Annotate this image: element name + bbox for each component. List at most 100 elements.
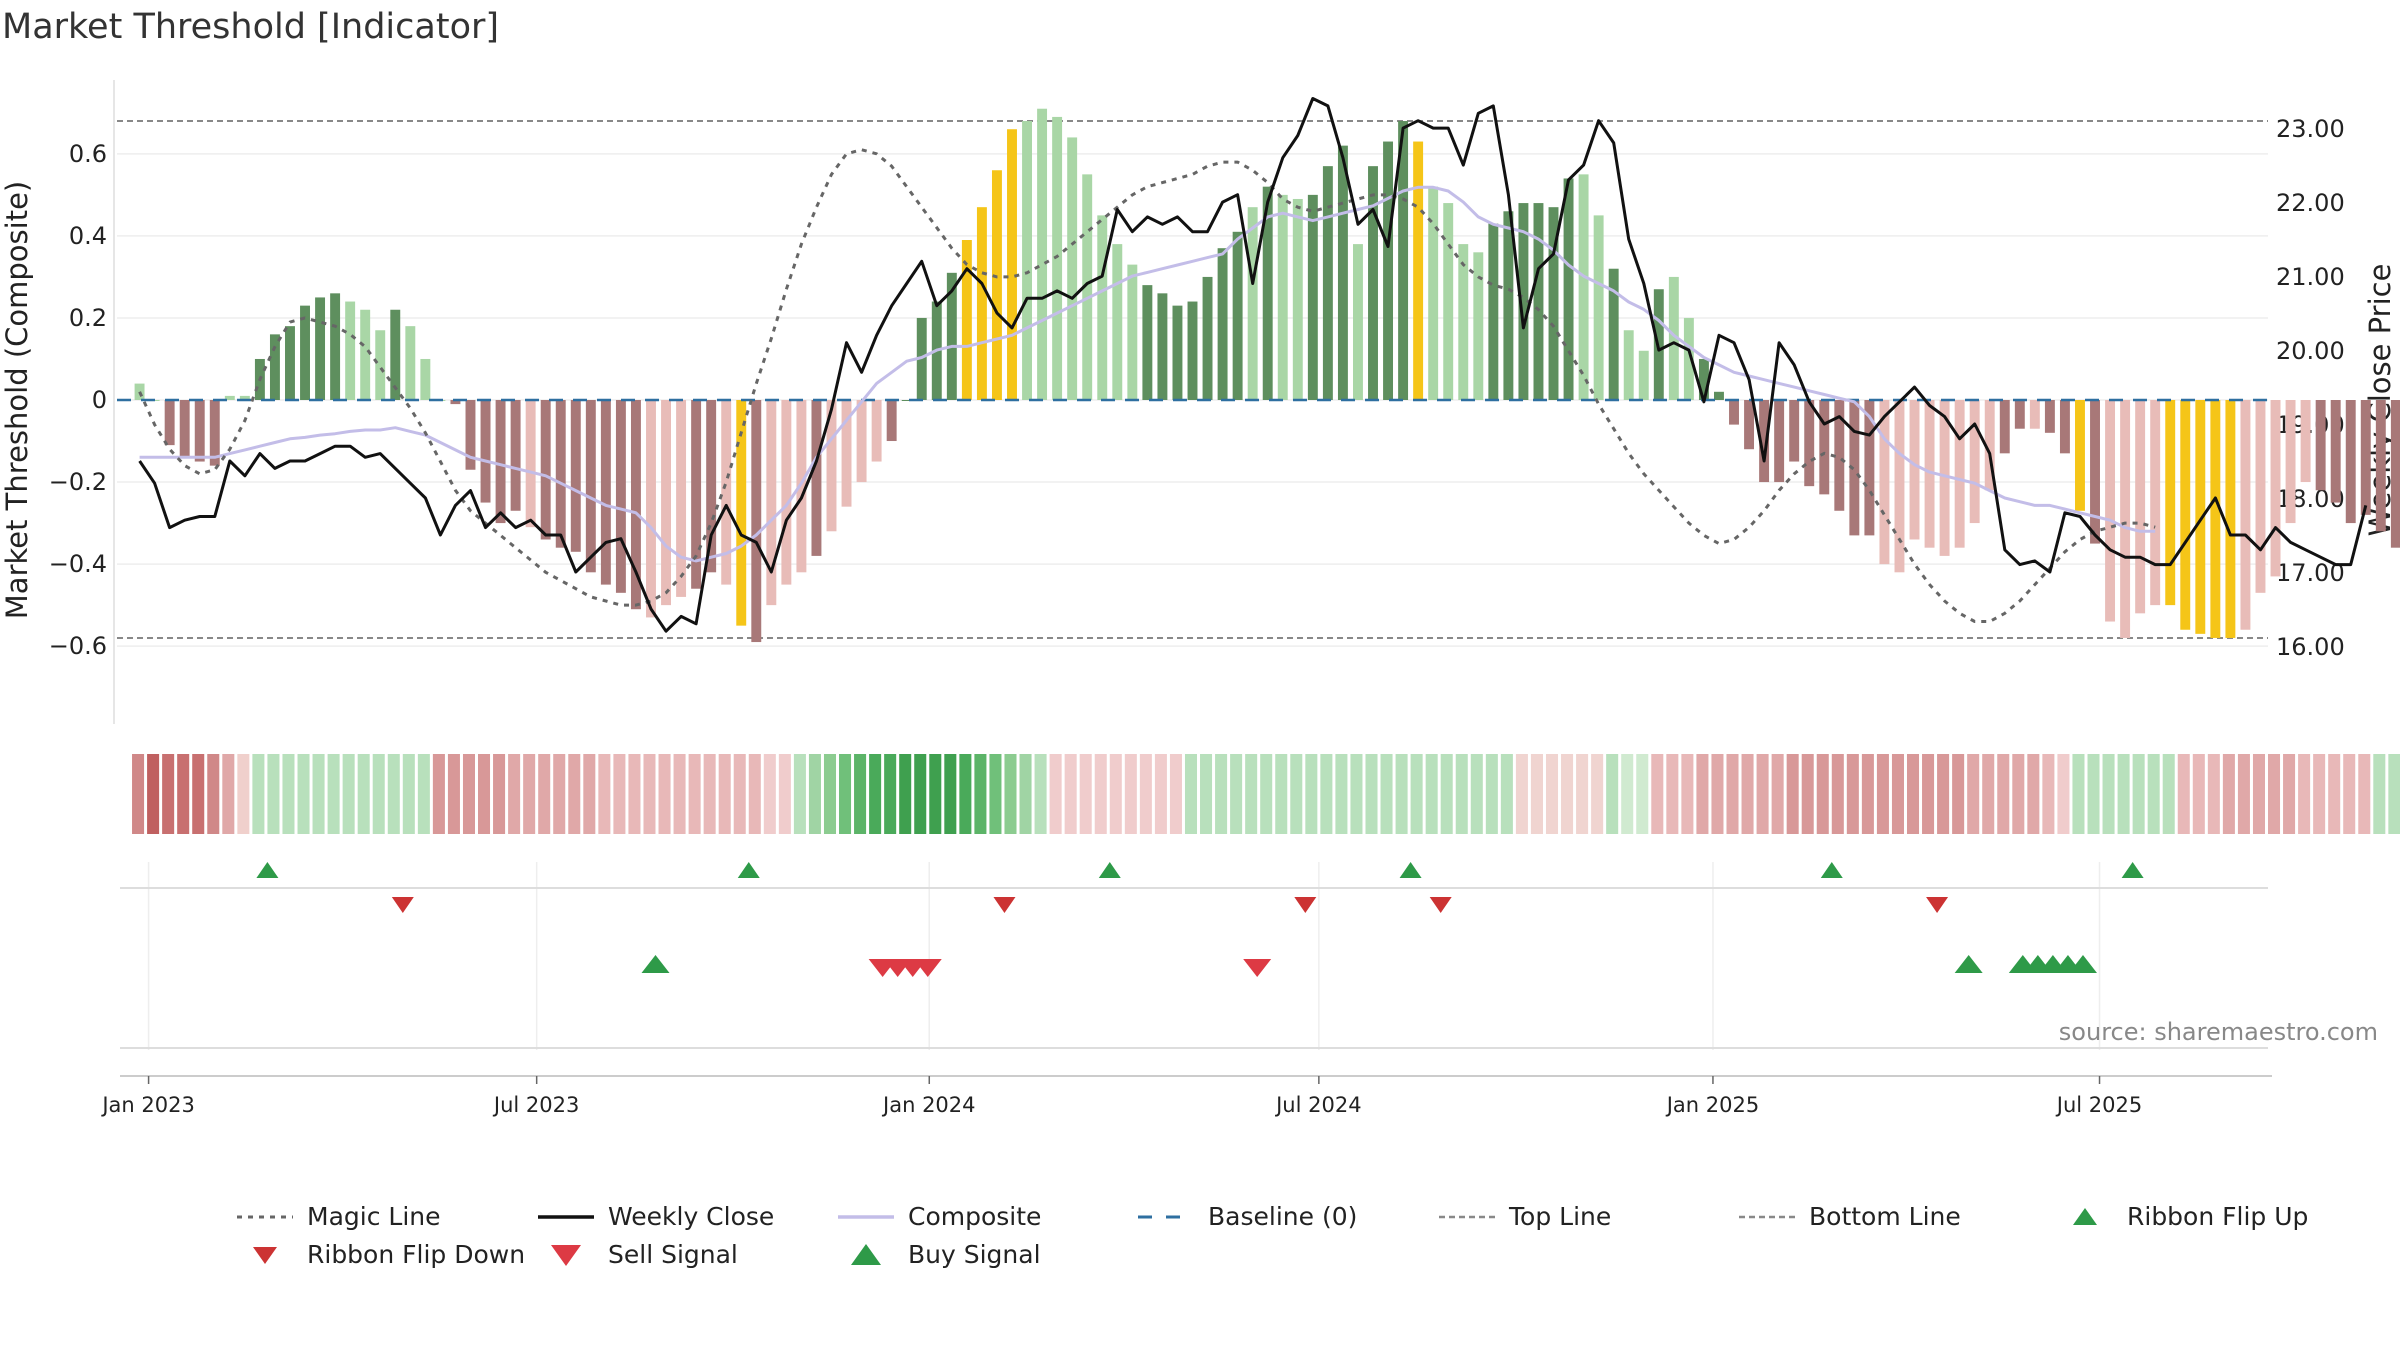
composite-bar — [345, 301, 356, 400]
composite-bar — [330, 293, 341, 400]
ribbon-cell — [538, 754, 551, 834]
ribbon-cell — [1636, 754, 1649, 834]
ribbon-cell — [1756, 754, 1769, 834]
composite-bar — [1458, 244, 1469, 400]
composite-bar — [179, 400, 190, 458]
ribbon-cell — [147, 754, 160, 834]
ribbon-cell — [1576, 754, 1589, 834]
composite-bar — [676, 400, 687, 597]
legend-swatch-sell — [551, 1245, 581, 1266]
weekly-close-line — [138, 97, 2368, 633]
legend-label: Sell Signal — [608, 1240, 738, 1269]
buy-signal-marker — [1954, 955, 1983, 973]
composite-bar — [2330, 400, 2341, 503]
composite-bar — [1202, 276, 1213, 400]
ribbon-cell — [583, 754, 596, 834]
composite-bar — [1352, 244, 1363, 400]
ribbon-cell — [462, 754, 475, 834]
legend-swatch-buy — [851, 1244, 881, 1265]
composite-bar — [1623, 330, 1634, 400]
main-panel: 0.6 0.4 0.2 0 −0.2 −0.4 −0.6 23.00 22.00 21.00 20.… — [0, 80, 2400, 724]
composite-bar — [1067, 137, 1078, 400]
composite-bar — [661, 400, 671, 606]
composite-bar — [480, 400, 491, 503]
ribbon-cell — [1952, 754, 1965, 834]
ribbon-cell — [267, 754, 280, 834]
ribbon-cell — [1184, 754, 1198, 834]
composite-bar — [2014, 400, 2025, 429]
ribbon-cell — [192, 754, 205, 834]
ribbon-cell — [1500, 754, 1513, 834]
composite-bar — [706, 400, 717, 573]
sell-signal-marker — [1243, 959, 1272, 977]
ribbon-cell — [1515, 754, 1528, 834]
composite-bar — [1533, 203, 1544, 400]
ribbon-cell — [1711, 754, 1724, 834]
ribbon-cell — [1019, 754, 1032, 834]
ribbon-cell — [568, 754, 581, 834]
composite-bar — [1683, 317, 1694, 400]
composite-bar — [2105, 400, 2116, 622]
legend-label: Bottom Line — [1809, 1202, 1961, 1231]
ribbon-cell — [2072, 754, 2085, 834]
legend-item-top: Top Line — [1439, 1202, 1611, 1231]
ribbon-cell — [1440, 754, 1453, 834]
composite-bar — [360, 309, 371, 400]
ribbon-cell — [2027, 754, 2040, 834]
composite-bar — [736, 400, 747, 626]
composite-bar — [1488, 223, 1499, 400]
composite-bar — [585, 400, 596, 573]
y-left-tick-label: 0.4 — [69, 222, 107, 250]
ribbon-flip-down-marker — [391, 897, 414, 913]
ribbon-cell — [1109, 754, 1122, 834]
ribbon-cell — [207, 754, 220, 834]
legend-label: Weekly Close — [608, 1202, 774, 1231]
ribbon-cell — [2283, 754, 2296, 834]
ribbon-cell — [222, 754, 235, 834]
composite-bar — [615, 400, 626, 593]
composite-bar — [1969, 400, 1980, 524]
ribbon-cell — [1320, 754, 1333, 834]
ribbon-cell — [1004, 754, 1017, 834]
signal-panel — [120, 955, 2268, 1049]
ribbon-cell — [748, 754, 761, 834]
ribbon-flip-up-marker — [737, 862, 760, 878]
composite-bar — [2059, 400, 2070, 454]
ribbon-cell — [703, 754, 716, 834]
ribbon-cell — [1485, 754, 1498, 834]
composite-bar — [1819, 400, 1830, 495]
ribbon-cell — [974, 754, 987, 834]
composite-bar — [1127, 264, 1138, 400]
composite-bar — [751, 400, 762, 643]
legend-item-flipdown: Ribbon Flip Down — [253, 1240, 525, 1269]
composite-bar — [646, 400, 656, 618]
composite-bar — [1593, 215, 1604, 400]
ribbon-cell — [2102, 754, 2115, 834]
composite-bar — [691, 400, 702, 589]
ribbon-cell — [1982, 754, 1995, 834]
ribbon-cell — [2162, 754, 2175, 834]
ribbon-cell — [1937, 754, 1950, 834]
x-tick-label: Jan 2024 — [881, 1093, 976, 1117]
ribbon-cell — [177, 754, 190, 834]
composite-bar — [420, 358, 431, 400]
ribbon-cell — [372, 754, 385, 834]
y-right-tick-label: 22.00 — [2276, 189, 2345, 217]
composite-bar — [285, 326, 295, 400]
composite-bar — [390, 309, 401, 400]
composite-bar — [1337, 145, 1348, 400]
y-right-tick-label: 23.00 — [2276, 115, 2345, 143]
ribbon-cell — [2268, 754, 2281, 834]
legend-item-buy: Buy Signal — [851, 1240, 1041, 1269]
ribbon-cell — [1666, 754, 1679, 834]
composite-bar — [1157, 293, 1168, 400]
composite-bar — [901, 400, 912, 401]
composite-bar — [871, 400, 882, 462]
composite-bar — [1217, 248, 1228, 400]
composite-bar — [1894, 400, 1905, 573]
ribbon-cell — [1305, 754, 1318, 834]
composite-bar — [2120, 400, 2131, 638]
ribbon-cell — [252, 754, 265, 834]
legend-label: Ribbon Flip Down — [307, 1240, 525, 1269]
composite-bar — [450, 400, 461, 405]
